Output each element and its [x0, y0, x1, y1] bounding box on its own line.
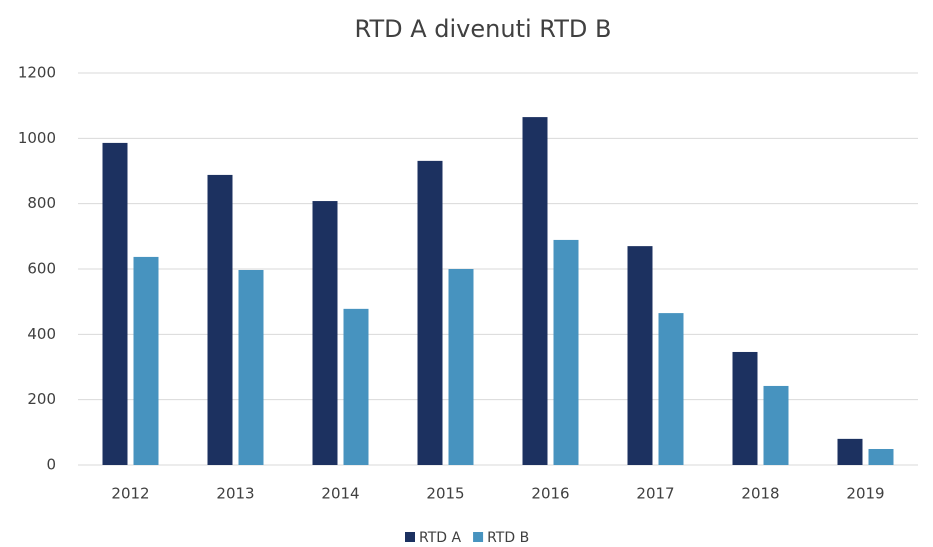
bar — [522, 117, 548, 465]
bar — [837, 438, 863, 465]
bar — [343, 308, 369, 465]
bar — [763, 385, 789, 465]
y-tick-label: 1200 — [18, 64, 56, 82]
x-tick-label: 2015 — [426, 485, 464, 503]
bar — [868, 448, 894, 465]
bar — [417, 160, 443, 465]
legend-label: RTD A — [419, 530, 461, 546]
y-tick-label: 400 — [27, 325, 56, 343]
x-tick-label: 2012 — [111, 485, 149, 503]
x-tick-label: 2014 — [321, 485, 359, 503]
x-tick-label: 2017 — [636, 485, 674, 503]
bar — [312, 201, 338, 465]
legend-swatch — [405, 532, 415, 542]
bar — [448, 269, 474, 465]
bar — [207, 174, 233, 466]
y-tick-label: 600 — [27, 260, 56, 278]
x-tick-label: 2018 — [741, 485, 779, 503]
bar — [627, 246, 653, 465]
legend-label: RTD B — [487, 530, 529, 546]
y-tick-label: 1000 — [18, 129, 56, 147]
x-tick-label: 2019 — [846, 485, 884, 503]
y-tick-label: 200 — [27, 390, 56, 408]
bar — [553, 239, 579, 465]
bar — [133, 256, 159, 465]
bar — [732, 351, 758, 465]
legend-swatch — [473, 532, 484, 542]
y-tick-label: 800 — [27, 194, 56, 212]
chart-title: RTD A divenuti RTD B — [355, 15, 612, 43]
y-tick-label: 0 — [46, 456, 56, 474]
x-tick-label: 2016 — [531, 485, 569, 503]
bar — [238, 269, 264, 465]
x-tick-label: 2013 — [216, 485, 254, 503]
bar — [102, 142, 128, 465]
bar — [658, 313, 684, 465]
